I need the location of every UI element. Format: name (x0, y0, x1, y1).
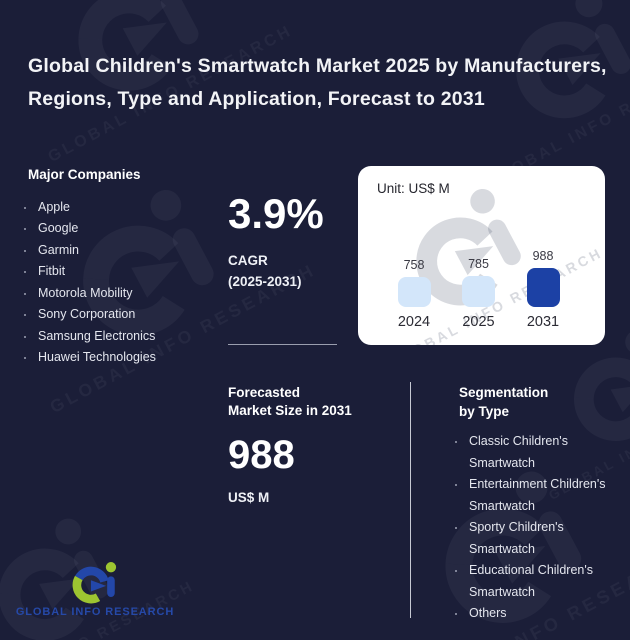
forecast-heading-line1: Forecasted (228, 385, 301, 400)
bar-category-label: 2025 (462, 314, 495, 330)
vertical-divider (410, 382, 411, 618)
company-list-item: Garmin (24, 240, 220, 262)
segment-list-item: Others (455, 603, 613, 625)
bar (526, 268, 560, 307)
segment-list-item: Classic Children's Smartwatch (455, 431, 613, 474)
segmentation-heading-line1: Segmentation (459, 385, 549, 400)
company-list-item: Samsung Electronics (24, 326, 220, 348)
company-list-item: Huawei Technologies (24, 347, 220, 369)
bar (397, 277, 431, 307)
segmentation-list: Classic Children's Smartwatch Entertainm… (455, 431, 613, 625)
bar-chart: 758 2024 785 2025 988 2031 (388, 249, 569, 330)
company-name: Apple (38, 199, 70, 214)
bullet-dot (24, 357, 26, 359)
bullet-dot (24, 271, 26, 273)
bar-group: 988 2031 (517, 249, 569, 330)
company-list-item: Sony Corporation (24, 304, 220, 326)
company-list-item: Fitbit (24, 261, 220, 283)
cagr-value: 3.9% (228, 190, 324, 237)
bar-value-label: 758 (403, 258, 425, 272)
segment-list-item: Educational Children's Smartwatch (455, 560, 613, 603)
bar-group: 758 2024 (388, 258, 440, 330)
bullet-dot (24, 335, 26, 338)
company-list-item: Motorola Mobility (24, 283, 220, 305)
bar-group: 785 2025 (453, 257, 505, 330)
company-name: Samsung Electronics (38, 328, 156, 343)
bullet-dot (455, 570, 457, 572)
bar-value-label: 988 (532, 249, 554, 263)
company-name: Garmin (38, 242, 79, 257)
bullet-dot (455, 441, 457, 443)
cagr-period: (2025-2031) (228, 274, 302, 289)
company-name: Motorola Mobility (38, 285, 133, 300)
segment-list-item: Entertainment Children's Smartwatch (455, 474, 613, 517)
forecast-unit: US$ M (228, 490, 270, 505)
segmentation-section: Segmentation by Type Classic Children's … (455, 384, 613, 625)
segment-name: Educational Children's Smartwatch (469, 563, 593, 599)
cagr-section: 3.9% CAGR (2025-2031) (228, 190, 358, 292)
major-companies-heading: Major Companies (28, 167, 141, 182)
bar-category-label: 2024 (397, 314, 431, 330)
bullet-dot (24, 292, 26, 295)
page-title: Global Children's Smartwatch Market 2025… (28, 55, 607, 110)
global-info-research-logo: GLOBAL INFO RESEARCH (16, 558, 173, 618)
company-name: Fitbit (38, 264, 66, 278)
segment-name: Sporty Children's Smartwatch (469, 520, 564, 556)
bullet-dot (24, 249, 26, 252)
company-name: Google (38, 221, 79, 235)
major-companies-list: Apple Google Garmin Fitbit Motorola Mobi… (24, 197, 220, 369)
segmentation-heading: Segmentation by Type (459, 384, 613, 421)
bullet-dot (455, 613, 457, 615)
cagr-label: CAGR (228, 253, 268, 268)
forecast-heading: Forecasted Market Size in 2031 (228, 384, 380, 419)
market-size-chart-card: GLOBAL INFO RESEARCH Unit: US$ M 758 2024… (358, 166, 605, 345)
segment-name: Classic Children's Smartwatch (469, 434, 568, 470)
bullet-dot (24, 206, 26, 209)
bullet-dot (455, 527, 457, 529)
gi-logo-icon (72, 562, 117, 604)
segment-list-item: Sporty Children's Smartwatch (455, 517, 613, 560)
forecast-heading-line2: Market Size in 2031 (228, 402, 352, 418)
major-companies-section: Major Companies Apple Google Garmin Fitb… (24, 166, 220, 369)
company-name: Huawei Technologies (38, 350, 156, 364)
bullet-dot (24, 228, 26, 230)
bar-category-label: 2031 (526, 314, 560, 330)
company-name: Sony Corporation (38, 307, 136, 321)
company-list-item: Apple (24, 197, 220, 219)
bar (462, 276, 495, 307)
segment-name: Others (469, 606, 507, 620)
segment-name: Entertainment Children's Smartwatch (469, 477, 606, 513)
bullet-dot (455, 484, 457, 486)
bullet-dot (24, 314, 26, 316)
horizontal-divider (228, 344, 337, 345)
company-list-item: Google (24, 218, 220, 240)
bar-value-label: 785 (468, 257, 489, 271)
logo-text: GLOBAL INFO RESEARCH (15, 606, 175, 618)
chart-unit-label: Unit: US$ M (377, 181, 450, 196)
segmentation-heading-line2: by Type (459, 403, 510, 419)
forecast-section: Forecasted Market Size in 2031 988 US$ M (228, 384, 380, 505)
forecast-value: 988 (228, 433, 295, 477)
